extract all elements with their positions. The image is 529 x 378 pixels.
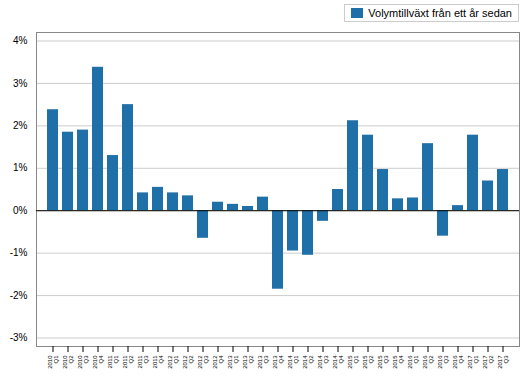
svg-text:2010Q4: 2010Q4 <box>92 355 104 369</box>
svg-text:2013Q4: 2013Q4 <box>272 355 284 369</box>
svg-text:2015Q3: 2015Q3 <box>377 355 389 369</box>
svg-text:0%: 0% <box>13 205 28 216</box>
svg-text:2012Q2: 2012Q2 <box>182 355 194 369</box>
svg-text:2016Q4: 2016Q4 <box>452 355 464 369</box>
svg-text:2013Q2: 2013Q2 <box>242 355 254 369</box>
svg-text:1%: 1% <box>13 162 28 173</box>
html-text:Volymtillväxt från ett år seda: Volymtillväxt från ett år sedan <box>368 7 512 19</box>
svg-text:2010Q1: 2010Q1 <box>47 355 59 369</box>
svg-text:2014Q2: 2014Q2 <box>302 355 314 369</box>
svg-text:2010Q3: 2010Q3 <box>77 355 89 369</box>
svg-text:4%: 4% <box>13 35 28 46</box>
svg-text:2016Q3: 2016Q3 <box>437 355 449 369</box>
svg-text:2%: 2% <box>13 120 28 131</box>
svg-text:2014Q1: 2014Q1 <box>287 355 299 369</box>
svg-text:2017Q2: 2017Q2 <box>482 355 494 369</box>
svg-text:2013Q3: 2013Q3 <box>257 355 269 369</box>
svg-text:2016Q1: 2016Q1 <box>407 355 419 369</box>
svg-text:2017Q1: 2017Q1 <box>467 355 479 369</box>
svg-text:2012Q4: 2012Q4 <box>212 355 224 369</box>
svg-text:-1%: -1% <box>10 247 28 258</box>
svg-text:2011Q2: 2011Q2 <box>122 355 134 369</box>
svg-text:2012Q3: 2012Q3 <box>197 355 209 369</box>
svg-text:2011Q4: 2011Q4 <box>152 355 164 369</box>
svg-text:2010Q2: 2010Q2 <box>62 355 74 369</box>
svg-text:2015Q4: 2015Q4 <box>392 355 404 369</box>
svg-text:2014Q3: 2014Q3 <box>317 355 329 369</box>
svg-text:2013Q1: 2013Q1 <box>227 355 239 369</box>
svg-text:2016Q2: 2016Q2 <box>422 355 434 369</box>
svg-text:2015Q1: 2015Q1 <box>347 355 359 369</box>
svg-text:2011Q1: 2011Q1 <box>107 355 119 369</box>
svg-text:-3%: -3% <box>10 332 28 343</box>
svg-text:2017Q3: 2017Q3 <box>497 355 509 369</box>
svg-text:-2%: -2% <box>10 290 28 301</box>
svg-text:2014Q4: 2014Q4 <box>332 355 344 369</box>
svg-text:2011Q3: 2011Q3 <box>137 355 149 369</box>
svg-text:2015Q2: 2015Q2 <box>362 355 374 369</box>
svg-text:3%: 3% <box>13 78 28 89</box>
svg-text:2012Q1: 2012Q1 <box>167 355 179 369</box>
